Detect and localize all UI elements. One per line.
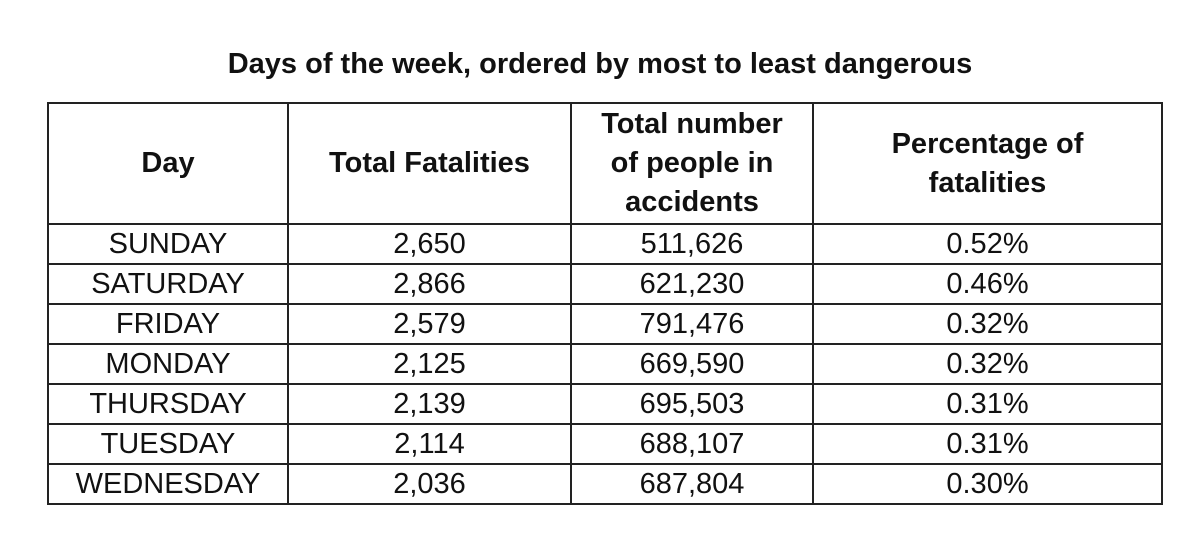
cell-percentage: 0.52% — [812, 223, 1163, 265]
cell-fatalities: 2,866 — [287, 263, 572, 305]
table-row: FRIDAY 2,579 791,476 0.32% — [47, 303, 1163, 345]
cell-people: 511,626 — [570, 223, 814, 265]
column-header-day: Day — [47, 102, 289, 225]
cell-day: MONDAY — [47, 343, 289, 385]
cell-day: SATURDAY — [47, 263, 289, 305]
cell-percentage: 0.32% — [812, 343, 1163, 385]
table-header-row: Day Total Fatalities Total number of peo… — [47, 102, 1163, 225]
chart-title: Days of the week, ordered by most to lea… — [227, 48, 973, 80]
cell-fatalities: 2,579 — [287, 303, 572, 345]
table-row: TUESDAY 2,114 688,107 0.31% — [47, 423, 1163, 465]
cell-day: SUNDAY — [47, 223, 289, 265]
cell-people: 791,476 — [570, 303, 814, 345]
cell-day: WEDNESDAY — [47, 463, 289, 505]
cell-fatalities: 2,036 — [287, 463, 572, 505]
cell-day: TUESDAY — [47, 423, 289, 465]
cell-percentage: 0.31% — [812, 423, 1163, 465]
table-row: SUNDAY 2,650 511,626 0.52% — [47, 223, 1163, 265]
cell-fatalities: 2,139 — [287, 383, 572, 425]
cell-percentage: 0.32% — [812, 303, 1163, 345]
table-row: SATURDAY 2,866 621,230 0.46% — [47, 263, 1163, 305]
cell-people: 621,230 — [570, 263, 814, 305]
table-row: WEDNESDAY 2,036 687,804 0.30% — [47, 463, 1163, 505]
table-row: MONDAY 2,125 669,590 0.32% — [47, 343, 1163, 385]
cell-percentage: 0.46% — [812, 263, 1163, 305]
column-header-total-people: Total number of people in accidents — [570, 102, 814, 225]
cell-people: 687,804 — [570, 463, 814, 505]
cell-fatalities: 2,125 — [287, 343, 572, 385]
cell-percentage: 0.31% — [812, 383, 1163, 425]
column-header-percentage: Percentage of fatalities — [812, 102, 1163, 225]
table-row: THURSDAY 2,139 695,503 0.31% — [47, 383, 1163, 425]
cell-fatalities: 2,650 — [287, 223, 572, 265]
fatalities-table: Day Total Fatalities Total number of peo… — [47, 102, 1163, 505]
cell-day: THURSDAY — [47, 383, 289, 425]
cell-percentage: 0.30% — [812, 463, 1163, 505]
cell-fatalities: 2,114 — [287, 423, 572, 465]
cell-people: 669,590 — [570, 343, 814, 385]
cell-day: FRIDAY — [47, 303, 289, 345]
column-header-total-fatalities: Total Fatalities — [287, 102, 572, 225]
cell-people: 695,503 — [570, 383, 814, 425]
cell-people: 688,107 — [570, 423, 814, 465]
